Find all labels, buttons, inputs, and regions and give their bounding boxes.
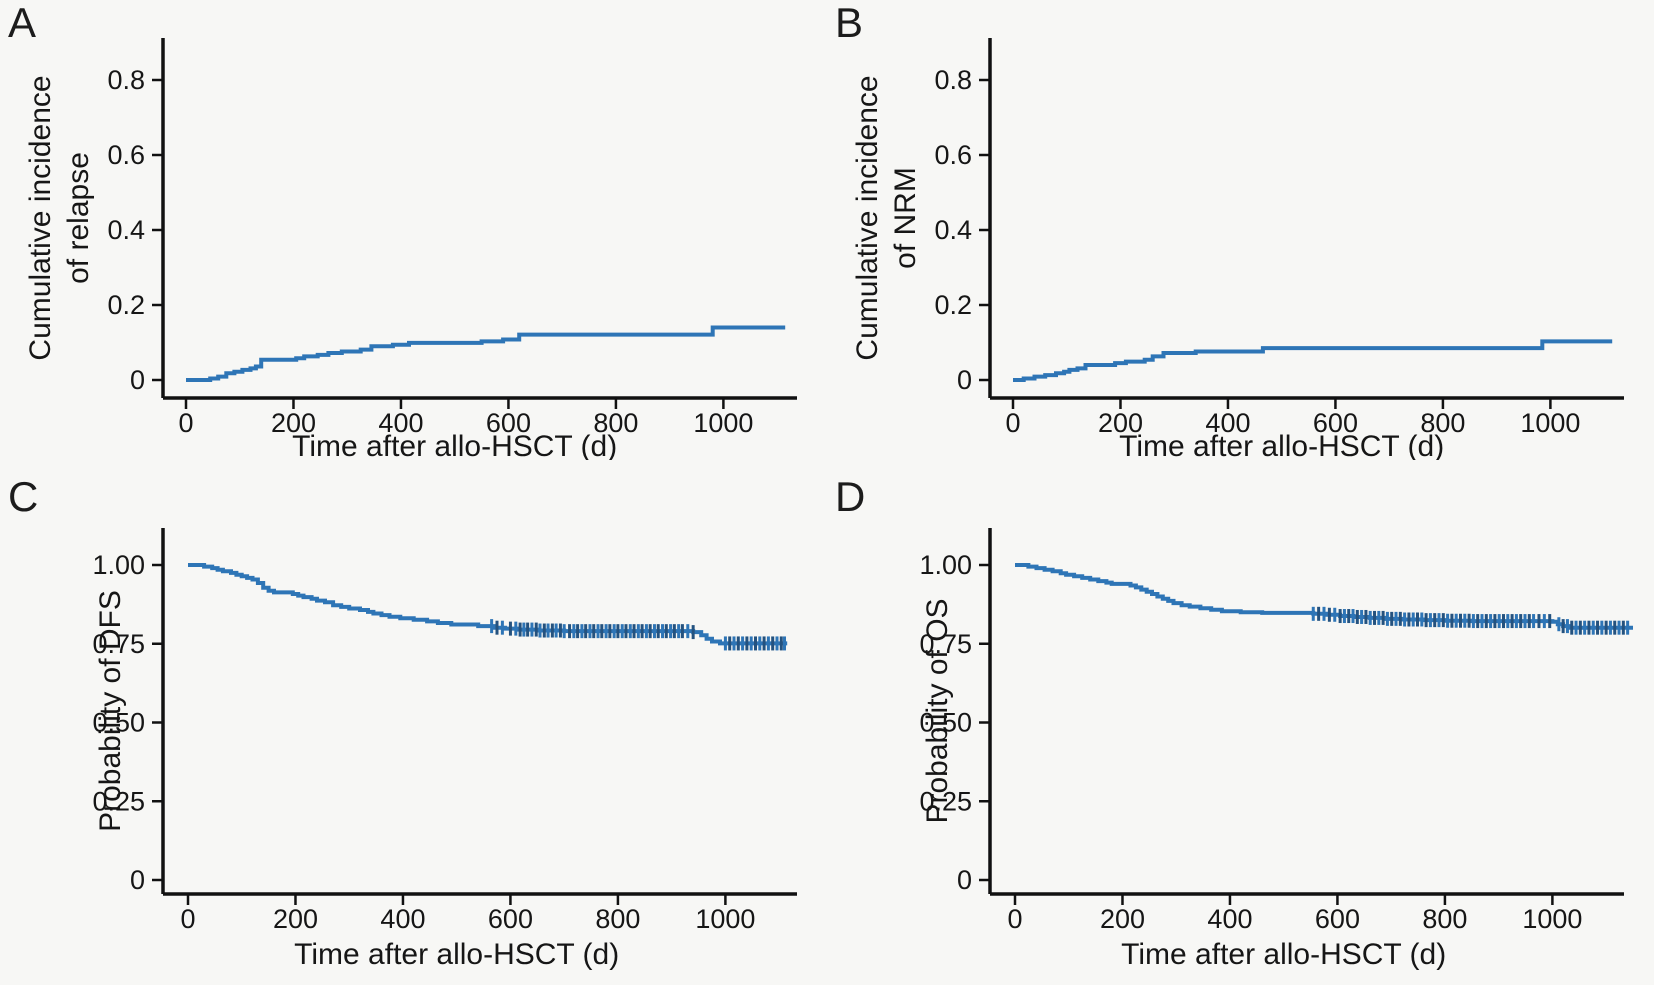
x-tick-label: 600: [1315, 904, 1360, 934]
x-tick-label: 0: [180, 904, 195, 934]
x-tick-label: 200: [273, 904, 318, 934]
axes: [161, 528, 797, 896]
km-curve: [1013, 339, 1613, 382]
x-tick-label: 0: [1007, 904, 1022, 934]
axes: [988, 38, 1624, 400]
y-tick-label: 0.4: [934, 215, 972, 245]
y-tick-label: 0.8: [107, 65, 145, 95]
km-curve: [188, 563, 788, 646]
tick-marks: [979, 563, 1554, 905]
x-tick-label: 800: [1422, 904, 1467, 934]
x-tick-label: 600: [1313, 408, 1358, 438]
x-tick-label: 1000: [1520, 408, 1580, 438]
y-tick-label: 0.6: [107, 140, 145, 170]
x-tick-label: 400: [1205, 408, 1250, 438]
tick-marks: [152, 563, 727, 905]
x-tick-label: 0: [1005, 408, 1020, 438]
x-tick-label: 800: [595, 904, 640, 934]
x-tick-label: 200: [271, 408, 316, 438]
axes: [161, 38, 797, 400]
panel-c-plot: 0 200 400 600 800 1000 0 0.25 0.50 0.75 1.00 Time a…: [92, 528, 797, 971]
x-tick-label: 800: [1420, 408, 1465, 438]
y-tick-label: 0.50: [919, 708, 972, 738]
y-axis-label: Probability of DFS: [94, 590, 127, 832]
axes: [988, 528, 1624, 896]
x-tick-label: 0: [178, 408, 193, 438]
km-curve: [186, 325, 786, 382]
y-tick-label: 0: [130, 865, 145, 895]
y-tick-label: 0.2: [107, 290, 145, 320]
x-tick-label: 200: [1100, 904, 1145, 934]
y-axis-label: of NRM: [889, 167, 922, 269]
y-tick-label: 0.25: [92, 786, 145, 816]
panel-b: B 0 200 400 600 800 1000 0 0.2 0.4 0.6 0.8 Time aft…: [827, 0, 1654, 460]
y-axis-label: Cumulative incidence: [851, 75, 884, 360]
y-tick-label: 1.00: [919, 550, 972, 580]
censor-marks: [1311, 606, 1630, 635]
x-tick-label: 1000: [693, 408, 753, 438]
y-axis-label: Probability of OS: [921, 598, 954, 823]
x-axis-label: Time after allo-HSCT (d): [292, 430, 617, 460]
censor-marks: [490, 619, 787, 651]
y-tick-label: 1.00: [92, 550, 145, 580]
x-tick-label: 800: [593, 408, 638, 438]
x-tick-label: 400: [378, 408, 423, 438]
km-curve: [1015, 563, 1633, 630]
y-tick-label: 0.6: [934, 140, 972, 170]
x-axis-label: Time after allo-HSCT (d): [1119, 430, 1444, 460]
tick-marks: [152, 78, 725, 409]
y-tick-label: 0.75: [92, 629, 145, 659]
panel-b-plot: 0 200 400 600 800 1000 0 0.2 0.4 0.6 0.8 Time after…: [851, 38, 1624, 460]
panel-d: D 0 200 400 600 800 1000 0 0.25 0.50 0.75 1.00 Time…: [827, 460, 1654, 985]
y-tick-label: 0.8: [934, 65, 972, 95]
y-tick-label: 0: [130, 365, 145, 395]
panel-d-plot: 0 200 400 600 800 1000 0 0.25 0.50 0.75 1.00 Time a…: [919, 528, 1633, 971]
panel-d-letter: D: [835, 473, 866, 520]
panel-a: A 0 200 400 600 800 1000 0 0.2 0.4 0.6 0.8 Time aft…: [0, 0, 827, 460]
panel-b-letter: B: [835, 0, 864, 46]
y-axis-label: Cumulative incidence: [24, 75, 57, 360]
x-tick-label: 200: [1098, 408, 1143, 438]
y-tick-label: 0.75: [919, 629, 972, 659]
panel-c-letter: C: [8, 473, 39, 520]
x-tick-label: 400: [1207, 904, 1252, 934]
y-tick-label: 0.4: [107, 215, 145, 245]
x-tick-label: 600: [488, 904, 533, 934]
x-tick-label: 600: [486, 408, 531, 438]
tick-marks: [979, 78, 1552, 409]
panel-a-letter: A: [8, 0, 37, 46]
x-axis-label: Time after allo-HSCT (d): [294, 938, 619, 971]
y-tick-label: 0: [957, 365, 972, 395]
y-tick-label: 0: [957, 865, 972, 895]
panel-c: C 0 200 400 600 800 1000 0 0.25 0.50 0.75 1.00 Time…: [0, 460, 827, 985]
y-axis-label: of relapse: [62, 152, 95, 284]
y-tick-label: 0.2: [934, 290, 972, 320]
x-tick-label: 1000: [695, 904, 755, 934]
y-tick-label: 0.25: [919, 786, 972, 816]
x-axis-label: Time after allo-HSCT (d): [1121, 938, 1446, 971]
x-tick-label: 1000: [1522, 904, 1582, 934]
x-tick-label: 400: [380, 904, 425, 934]
y-tick-label: 0.50: [92, 708, 145, 738]
panel-a-plot: 0 200 400 600 800 1000 0 0.2 0.4 0.6 0.8 Time after…: [24, 38, 797, 460]
